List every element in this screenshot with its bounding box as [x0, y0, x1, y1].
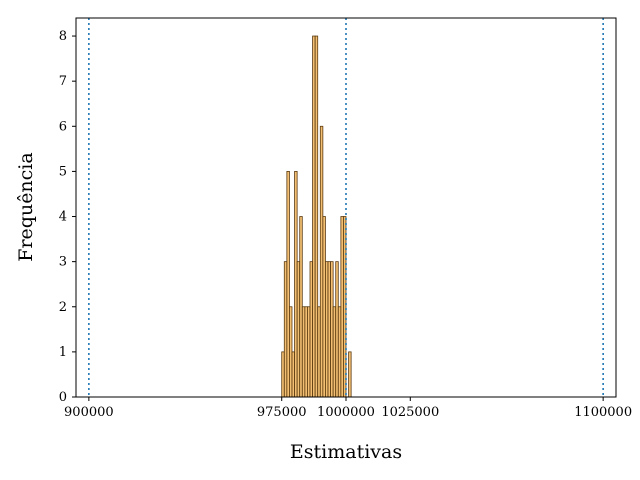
y-tick-label: 1 [59, 345, 67, 360]
y-tick-label: 3 [59, 255, 67, 270]
y-axis-ticks: 0 1 2 3 4 5 6 7 8 [59, 29, 76, 405]
x-axis-ticks: 900000 975000 1000000 1025000 1100000 [64, 397, 632, 420]
y-tick-label: 7 [59, 74, 67, 89]
x-tick-label: 1025000 [381, 405, 439, 420]
y-tick-label: 5 [59, 164, 67, 179]
histogram-bars [281, 35, 352, 398]
y-axis-title: Frequência [15, 152, 37, 261]
y-tick-label: 2 [59, 300, 67, 315]
reference-lines [88, 18, 604, 397]
x-axis-title: Estimativas [290, 441, 402, 463]
x-tick-label: 1000000 [317, 405, 375, 420]
x-tick-label: 900000 [64, 405, 114, 420]
histogram-bar [348, 351, 352, 398]
y-tick-label: 0 [59, 390, 67, 405]
y-tick-label: 8 [59, 29, 67, 44]
x-tick-label: 1100000 [574, 405, 632, 420]
x-tick-label: 975000 [257, 405, 307, 420]
y-tick-label: 6 [59, 119, 67, 134]
y-tick-label: 4 [59, 210, 67, 225]
